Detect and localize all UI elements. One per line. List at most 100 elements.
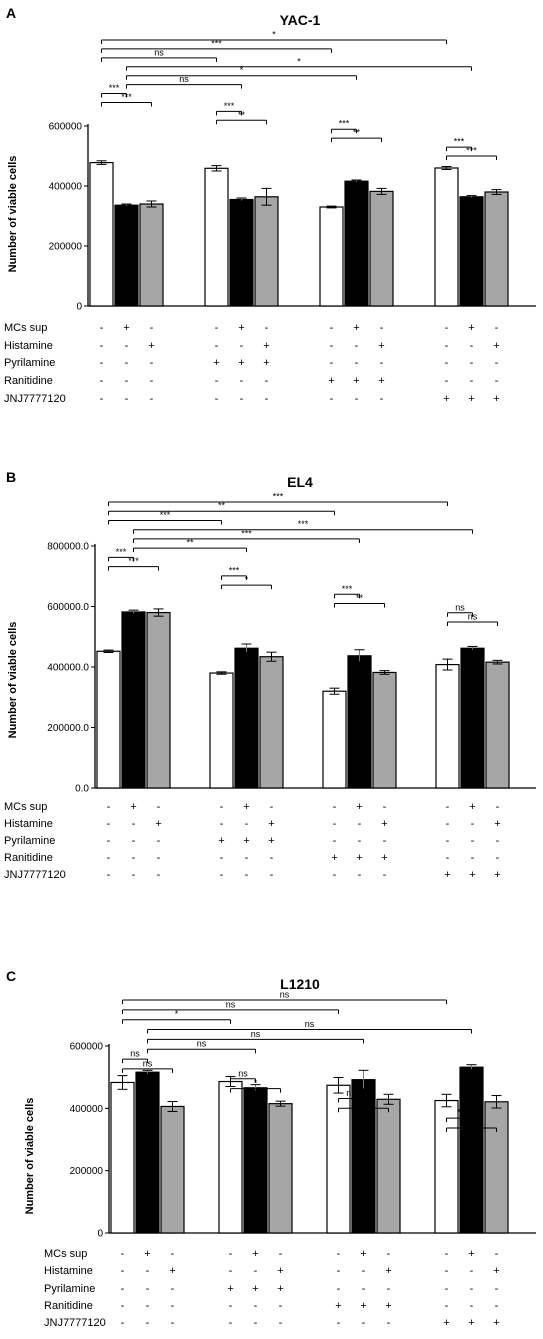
treatment-mark: - xyxy=(446,801,450,813)
treatment-mark: - xyxy=(270,852,274,864)
treatment-mark: - xyxy=(358,818,362,830)
bar xyxy=(485,661,510,789)
treatment-mark: - xyxy=(100,322,104,334)
panel-label: C xyxy=(6,968,16,984)
treatment-mark: - xyxy=(245,869,249,881)
treatment-mark: - xyxy=(383,835,387,847)
treatment-mark: - xyxy=(470,357,474,369)
y-tick-label: 600000 xyxy=(49,122,83,133)
treatment-mark: - xyxy=(229,1300,233,1312)
treatment-mark: - xyxy=(125,393,129,405)
bar xyxy=(139,203,164,307)
significance-label: * xyxy=(272,30,276,40)
bar xyxy=(484,191,509,307)
treatment-row-label: Pyrilamine xyxy=(44,1283,95,1295)
treatment-row-label: MCs sup xyxy=(44,1248,87,1260)
treatment-mark: - xyxy=(470,375,474,387)
treatment-mark: - xyxy=(358,835,362,847)
significance-label: * xyxy=(240,65,244,75)
treatment-row-label: Histamine xyxy=(4,340,53,352)
treatment-mark: - xyxy=(471,852,475,864)
treatment-mark: - xyxy=(330,357,334,369)
treatment-mark: - xyxy=(121,1283,125,1295)
significance-label: *** xyxy=(224,101,235,111)
bar xyxy=(459,196,484,307)
bar xyxy=(204,167,229,307)
treatment-mark: - xyxy=(470,340,474,352)
treatment-row-label: JNJ7777120 xyxy=(44,1317,106,1329)
treatment-mark: - xyxy=(215,375,219,387)
significance-label: ns xyxy=(455,602,465,612)
significance-label: ns xyxy=(251,1029,261,1039)
treatment-mark: - xyxy=(496,852,500,864)
bar xyxy=(347,655,372,789)
bar xyxy=(322,690,347,789)
treatment-mark: + xyxy=(360,1248,366,1260)
significance-label: ns xyxy=(179,74,189,84)
treatment-mark: + xyxy=(381,818,387,830)
bar xyxy=(96,650,121,789)
significance-label: * xyxy=(457,1108,461,1118)
treatment-mark: - xyxy=(171,1248,175,1260)
treatment-mark: - xyxy=(132,818,136,830)
treatment-mark: + xyxy=(252,1283,258,1295)
treatment-mark: - xyxy=(171,1300,175,1312)
treatment-mark: - xyxy=(496,835,500,847)
significance-label: *** xyxy=(229,565,240,575)
significance-label: ** xyxy=(353,128,361,138)
y-tick-label: 0.0 xyxy=(75,784,89,795)
significance-label: *** xyxy=(298,519,309,529)
treatment-mark: - xyxy=(495,357,499,369)
y-tick-label: 0 xyxy=(76,302,82,313)
treatment-mark: - xyxy=(383,869,387,881)
treatment-mark: - xyxy=(471,835,475,847)
treatment-mark: + xyxy=(353,375,359,387)
treatment-mark: - xyxy=(121,1265,125,1277)
treatment-mark: + xyxy=(381,852,387,864)
treatment-mark: - xyxy=(265,375,269,387)
treatment-mark: - xyxy=(121,1317,125,1329)
treatment-mark: - xyxy=(279,1300,283,1312)
treatment-mark: + xyxy=(268,818,274,830)
treatment-mark: - xyxy=(254,1300,258,1312)
treatment-mark: - xyxy=(270,869,274,881)
chart-title: YAC-1 xyxy=(280,12,321,28)
treatment-mark: - xyxy=(220,818,224,830)
bar xyxy=(243,1087,268,1234)
y-tick-label: 400000.0 xyxy=(47,663,89,674)
treatment-mark: - xyxy=(229,1248,233,1260)
treatment-mark: - xyxy=(107,801,111,813)
treatment-mark: + xyxy=(144,1248,150,1260)
treatment-mark: - xyxy=(362,1283,366,1295)
treatment-mark: + xyxy=(252,1248,258,1260)
treatment-mark: + xyxy=(263,340,269,352)
bar xyxy=(376,1098,401,1234)
bar xyxy=(326,1084,351,1234)
significance-label: ns xyxy=(238,1068,248,1078)
treatment-mark: - xyxy=(254,1265,258,1277)
treatment-mark: - xyxy=(445,1300,449,1312)
treatment-mark: - xyxy=(380,357,384,369)
bar xyxy=(372,671,397,789)
treatment-mark: + xyxy=(385,1265,391,1277)
bar xyxy=(89,162,114,307)
treatment-mark: - xyxy=(495,375,499,387)
treatment-mark: + xyxy=(444,869,450,881)
treatment-mark: + xyxy=(468,393,474,405)
treatment-mark: - xyxy=(107,835,111,847)
treatment-mark: - xyxy=(270,801,274,813)
treatment-mark: + xyxy=(493,340,499,352)
treatment-mark: + xyxy=(155,818,161,830)
y-axis-label: Number of viable cells xyxy=(7,622,19,739)
treatment-mark: + xyxy=(443,1317,449,1329)
treatment-mark: + xyxy=(360,1300,366,1312)
treatment-mark: - xyxy=(445,357,449,369)
bar xyxy=(121,611,146,789)
treatment-mark: - xyxy=(355,357,359,369)
treatment-mark: + xyxy=(378,375,384,387)
significance-label: ns xyxy=(468,612,478,622)
significance-label: ns xyxy=(280,990,290,1000)
significance-label: *** xyxy=(121,92,132,102)
treatment-mark: + xyxy=(243,835,249,847)
bar xyxy=(434,167,459,307)
